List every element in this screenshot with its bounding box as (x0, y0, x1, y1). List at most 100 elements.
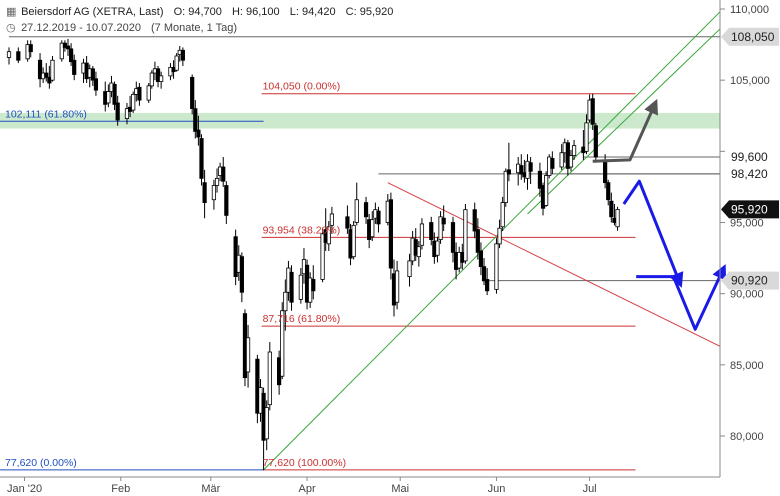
fib-level-label: 104,050 (0.00%) (263, 81, 341, 93)
candle-body (298, 274, 303, 300)
candle (519, 154, 524, 180)
candle (159, 71, 164, 89)
forecast-arrows-layer (592, 98, 727, 331)
candle (280, 302, 285, 380)
candle (245, 324, 251, 388)
candle (112, 81, 117, 111)
fib-level-label: 87,716 (61.80%) (263, 313, 341, 325)
candle-body (174, 55, 179, 71)
candle-body (519, 165, 524, 175)
candle (224, 181, 229, 224)
candle (6, 47, 12, 65)
price-tag-box (720, 164, 780, 184)
candle (289, 265, 294, 311)
candle-body (435, 240, 440, 256)
trend-line-downtrend (387, 182, 720, 347)
candle-body (500, 202, 505, 228)
y-tick-label: 95,000 (730, 218, 764, 230)
candle-body (202, 182, 207, 203)
candle (568, 149, 574, 172)
candle-body (593, 125, 598, 158)
candle (550, 151, 555, 175)
chart-title: Beiersdorf AG (XETRA, Last) (21, 6, 164, 18)
candle-body (221, 166, 226, 182)
x-tick-label: Mai (391, 483, 409, 495)
candle (528, 157, 533, 185)
price-tag: 99,600 (720, 147, 780, 167)
candle-body (528, 162, 533, 172)
candle-body (407, 260, 412, 277)
forecast-arrow-blue (622, 179, 684, 288)
candle (503, 168, 508, 207)
candle-body (419, 223, 425, 246)
candle-body (211, 185, 217, 201)
price-tag: 98,420 (720, 164, 780, 184)
period-interval: (7 Monate, 1 Tag) (151, 22, 238, 34)
candle-body (44, 72, 49, 78)
candle (267, 342, 272, 411)
candle-body (559, 152, 564, 168)
candle (311, 265, 316, 300)
candle-body (450, 222, 456, 253)
candle-body (214, 177, 220, 186)
candle (320, 228, 325, 283)
candle-body (326, 226, 331, 245)
candle-body (196, 129, 201, 138)
candle (155, 65, 161, 88)
candle (506, 142, 511, 182)
candle-body (497, 227, 502, 245)
candle-body (571, 145, 577, 157)
candle (44, 63, 49, 82)
candle (174, 53, 179, 72)
close-value: C: 95,920 (345, 6, 394, 18)
fib-level-label: 77,620 (100.00%) (263, 457, 346, 469)
price-tag: 108,050 (721, 27, 779, 46)
candle (537, 162, 543, 197)
candle (202, 169, 207, 219)
candle (190, 74, 195, 115)
support-zone-layer (0, 112, 720, 129)
candle (68, 43, 74, 66)
candle-body (180, 49, 185, 61)
candle (463, 203, 468, 264)
candle-body (245, 337, 251, 373)
candle-body (159, 75, 164, 82)
candles-layer (6, 38, 620, 471)
high-value: H: 96,100 (231, 6, 280, 18)
candle-body (190, 76, 195, 110)
candle (193, 100, 198, 139)
x-tick-label: Feb (111, 483, 130, 495)
candle (494, 238, 499, 294)
candle (363, 196, 369, 224)
candle-body (388, 199, 393, 269)
candle (180, 47, 185, 66)
candle (525, 154, 530, 190)
candle-body (115, 102, 120, 121)
candle (62, 40, 67, 52)
x-tick-label: Apr (298, 483, 315, 495)
candle (441, 205, 446, 232)
candle (584, 114, 589, 155)
price-tag-label: 90,920 (731, 274, 768, 288)
candle-body (37, 59, 43, 80)
candle-body (283, 291, 288, 312)
price-tag: 90,920 (721, 271, 779, 290)
candle-body (62, 42, 67, 48)
candle-body (239, 256, 244, 293)
candle-body (441, 217, 446, 225)
candle (199, 134, 204, 186)
candle (211, 179, 217, 210)
candle (255, 354, 260, 424)
candle-body (590, 98, 595, 125)
candle-body (90, 68, 95, 81)
period-range: 27.12.2019 - 10.07.2020 (21, 22, 141, 34)
candle (264, 400, 269, 451)
candle-body (124, 108, 130, 119)
candle-body (155, 68, 161, 82)
candle-body (478, 250, 484, 268)
candle-body (537, 170, 543, 189)
candle (376, 206, 381, 233)
candle-body (395, 270, 400, 303)
candle (388, 192, 393, 280)
